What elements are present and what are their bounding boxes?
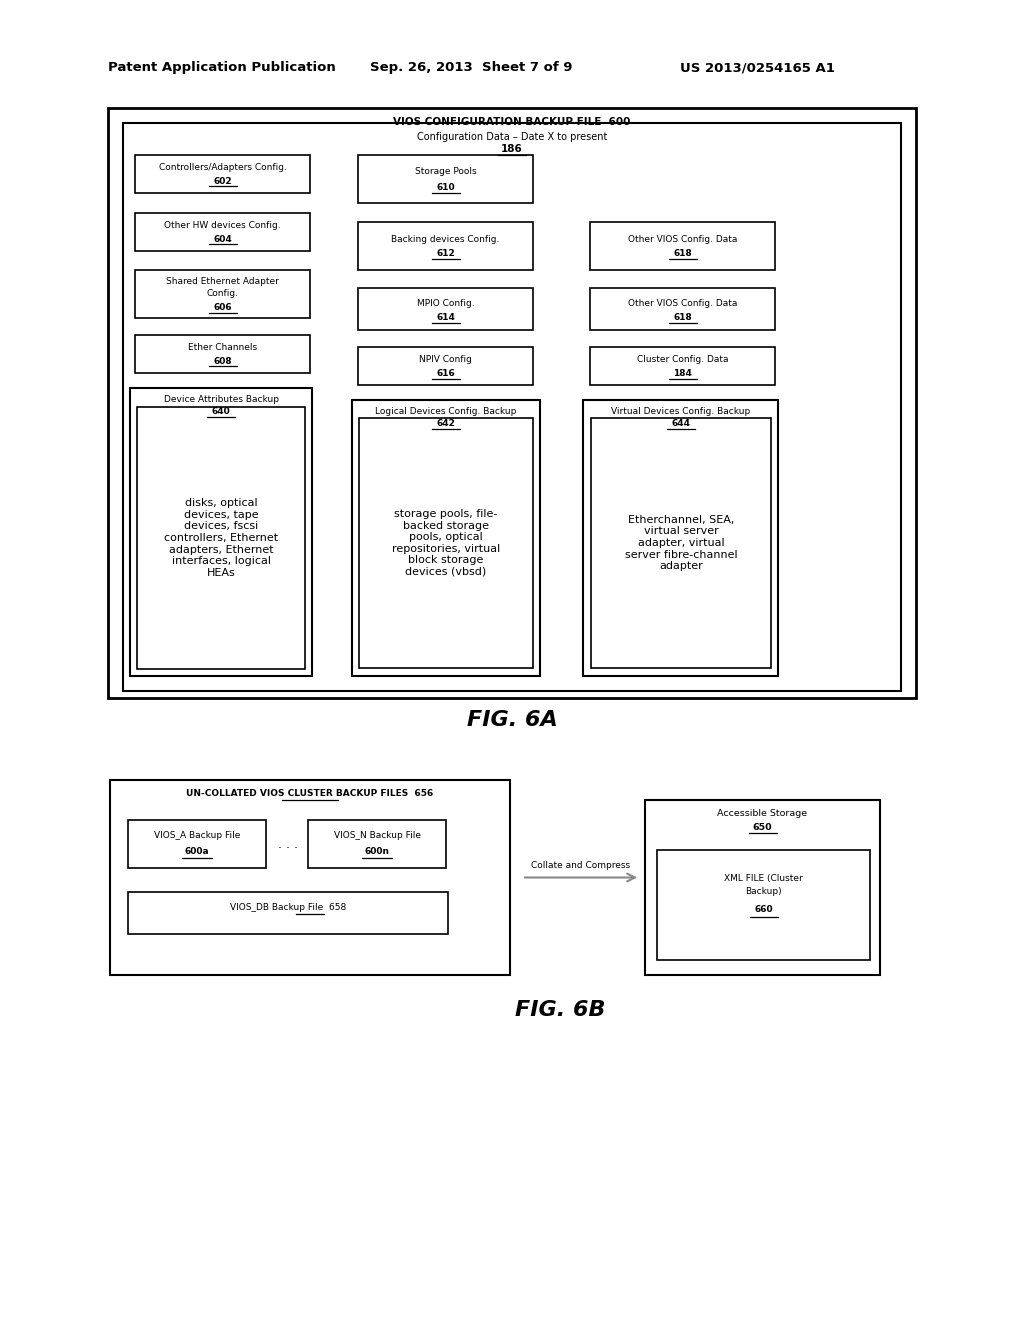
Text: 650: 650	[753, 822, 772, 832]
Bar	[110, 780, 510, 975]
Bar	[135, 271, 310, 318]
Text: 604: 604	[213, 235, 231, 243]
Bar	[123, 123, 901, 690]
Bar	[358, 347, 534, 385]
Text: 600a: 600a	[184, 847, 209, 857]
Text: 616: 616	[436, 370, 455, 379]
Bar	[358, 222, 534, 271]
Text: UN-COLLATED VIOS CLUSTER BACKUP FILES  656: UN-COLLATED VIOS CLUSTER BACKUP FILES 65…	[186, 788, 433, 797]
Text: FIG. 6A: FIG. 6A	[467, 710, 557, 730]
Text: 618: 618	[673, 314, 692, 322]
Text: VIOS CONFIGURATION BACKUP FILE  600: VIOS CONFIGURATION BACKUP FILE 600	[393, 117, 631, 127]
Text: Accessible Storage: Accessible Storage	[718, 809, 808, 818]
Bar	[137, 407, 305, 669]
Bar	[590, 288, 775, 330]
Text: US 2013/0254165 A1: US 2013/0254165 A1	[680, 62, 835, 74]
Text: Patent Application Publication: Patent Application Publication	[108, 62, 336, 74]
Text: 660: 660	[755, 906, 773, 915]
Bar	[135, 154, 310, 193]
Bar	[130, 388, 312, 676]
Bar	[128, 892, 449, 935]
Text: Ether Channels: Ether Channels	[188, 342, 257, 351]
Text: 644: 644	[671, 420, 690, 429]
Text: VIOS_DB Backup File  658: VIOS_DB Backup File 658	[229, 903, 346, 912]
Text: 608: 608	[213, 356, 231, 366]
Text: 186: 186	[501, 144, 523, 154]
Text: Sep. 26, 2013  Sheet 7 of 9: Sep. 26, 2013 Sheet 7 of 9	[370, 62, 572, 74]
Text: Shared Ethernet Adapter: Shared Ethernet Adapter	[166, 277, 279, 286]
Bar	[590, 347, 775, 385]
Bar	[358, 154, 534, 203]
Text: storage pools, file-
backed storage
pools, optical
repositories, virtual
block s: storage pools, file- backed storage pool…	[392, 510, 500, 577]
Text: Logical Devices Config. Backup: Logical Devices Config. Backup	[376, 408, 517, 417]
Text: . . .: . . .	[278, 837, 298, 850]
Text: FIG. 6B: FIG. 6B	[515, 1001, 605, 1020]
Bar	[108, 108, 916, 698]
Text: 606: 606	[213, 304, 231, 313]
Text: 618: 618	[673, 249, 692, 259]
Text: 614: 614	[436, 314, 455, 322]
Bar	[645, 800, 880, 975]
Text: Collate and Compress: Collate and Compress	[531, 861, 631, 870]
Bar	[591, 418, 771, 668]
Text: Cluster Config. Data: Cluster Config. Data	[637, 355, 728, 364]
Text: Other VIOS Config. Data: Other VIOS Config. Data	[628, 235, 737, 243]
Text: XML FILE (Cluster: XML FILE (Cluster	[724, 874, 803, 883]
Text: MPIO Config.: MPIO Config.	[417, 298, 474, 308]
Bar	[358, 288, 534, 330]
Text: VIOS_N Backup File: VIOS_N Backup File	[334, 832, 421, 841]
Text: Virtual Devices Config. Backup: Virtual Devices Config. Backup	[611, 408, 751, 417]
Text: Other HW devices Config.: Other HW devices Config.	[164, 220, 281, 230]
Text: Device Attributes Backup: Device Attributes Backup	[164, 396, 279, 404]
Text: 610: 610	[436, 183, 455, 193]
Bar	[359, 418, 534, 668]
Bar	[135, 335, 310, 374]
Text: 642: 642	[436, 420, 456, 429]
Text: Controllers/Adapters Config.: Controllers/Adapters Config.	[159, 162, 287, 172]
Text: VIOS_A Backup File: VIOS_A Backup File	[154, 832, 241, 841]
Text: 612: 612	[436, 249, 455, 259]
Text: disks, optical
devices, tape
devices, fscsi
controllers, Ethernet
adapters, Ethe: disks, optical devices, tape devices, fs…	[164, 498, 279, 578]
Text: Storage Pools: Storage Pools	[415, 168, 476, 177]
Bar	[583, 400, 778, 676]
Text: 640: 640	[212, 408, 230, 417]
Text: Backup): Backup)	[745, 887, 781, 896]
Text: Configuration Data – Date X to present: Configuration Data – Date X to present	[417, 132, 607, 143]
Text: Backing devices Config.: Backing devices Config.	[391, 235, 500, 243]
Bar	[657, 850, 870, 960]
Text: Etherchannel, SEA,
virtual server
adapter, virtual
server fibre-channel
adapter: Etherchannel, SEA, virtual server adapte…	[625, 515, 737, 572]
Text: Config.: Config.	[207, 289, 239, 298]
Text: 184: 184	[673, 370, 692, 379]
Bar	[352, 400, 540, 676]
Text: Other VIOS Config. Data: Other VIOS Config. Data	[628, 298, 737, 308]
Bar	[128, 820, 266, 869]
Bar	[308, 820, 446, 869]
Text: NPIV Config: NPIV Config	[419, 355, 472, 364]
Bar	[590, 222, 775, 271]
Bar	[135, 213, 310, 251]
Text: 600n: 600n	[365, 847, 389, 857]
Text: 602: 602	[213, 177, 231, 186]
